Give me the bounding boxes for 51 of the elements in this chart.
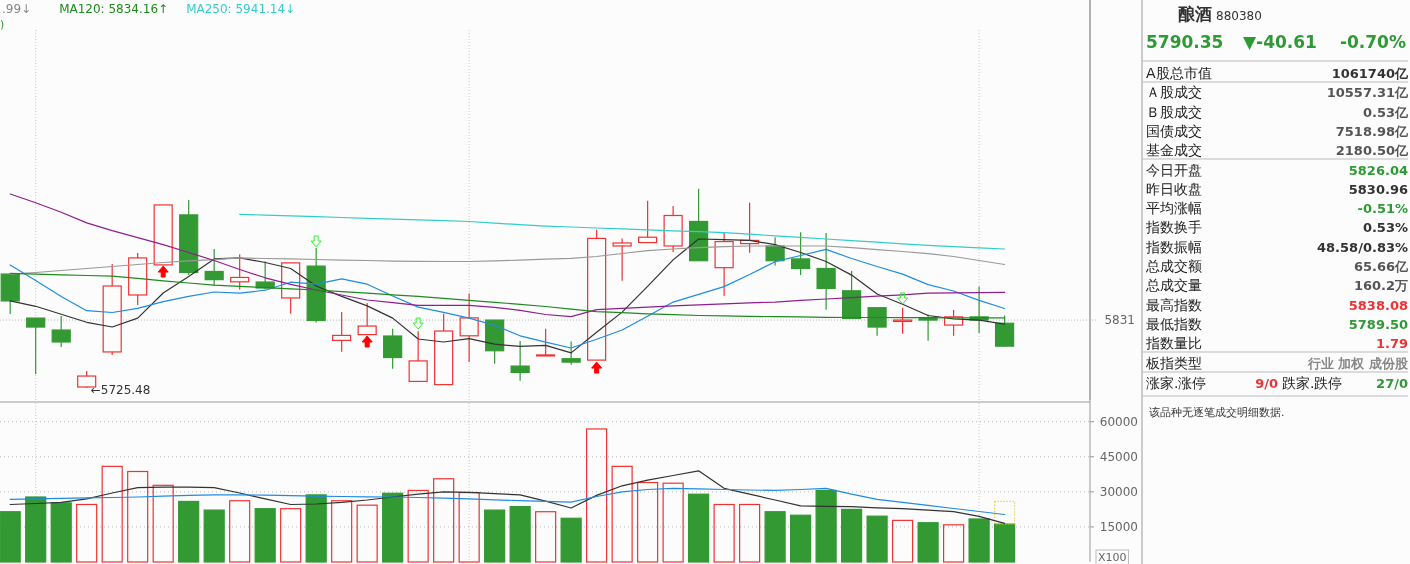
text: 5789.50 (1348, 316, 1408, 332)
category-label: 总成交额 (1145, 258, 1202, 274)
text: 0.53亿 (1362, 104, 1408, 120)
text: 1061740亿 (1331, 66, 1408, 81)
text: 160.2万 (1353, 278, 1408, 294)
y-tick-label: 60000 (1099, 414, 1138, 429)
category-label: 昨日收盘 (1146, 180, 1202, 197)
text: ▼-40.61 (1243, 32, 1317, 52)
text: 行业 加权 成份股 (1307, 355, 1408, 371)
category-label: 总成交量 (1145, 277, 1202, 294)
annotation: ←5725.48 (90, 383, 151, 397)
text: 27/0 (1376, 376, 1408, 391)
text: 1.79 (1375, 336, 1408, 352)
text: 9/0 (1255, 376, 1278, 391)
text: 7518.98亿 (1335, 123, 1408, 139)
category-label: 跌家.跌停 (1282, 375, 1343, 391)
category-label: 最高指数 (1146, 296, 1202, 313)
text: 65.66亿 (1353, 259, 1408, 274)
category-label: 基金成交 (1146, 142, 1202, 159)
y-tick-label: 30000 (1099, 484, 1138, 499)
category-label: 今日开盘 (1146, 161, 1202, 178)
text: 10557.31亿 (1326, 85, 1408, 101)
category-label: 涨家.涨停 (1146, 375, 1207, 391)
category-label: 指数振幅 (1145, 238, 1202, 255)
text: 5838.08 (1348, 297, 1408, 313)
text: 2180.50亿 (1335, 143, 1408, 159)
text: 该品种无逐笔成交明细数据. (1149, 406, 1285, 419)
text: 5790.35 (1146, 32, 1224, 52)
legend: .99↓ MA120: 5834.16↑ MA250: 5941.14↓ (2, 2, 296, 16)
category-label: 平均涨幅 (1146, 200, 1202, 217)
category-label: 指数量比 (1145, 335, 1202, 352)
text: 48.58/0.83% (1317, 239, 1408, 255)
text: ) (0, 18, 5, 31)
text: X100 (1098, 551, 1127, 564)
category-label: 国债成交 (1146, 122, 1202, 139)
y-tick-label: 15000 (1099, 519, 1138, 534)
category-label: A股总市值 (1146, 65, 1212, 81)
text: 5826.04 (1348, 162, 1408, 178)
category-label: Ｂ股成交 (1146, 103, 1202, 120)
text: 0.53% (1362, 220, 1408, 236)
text: 5830.96 (1348, 181, 1408, 197)
y-tick-label: 45000 (1099, 449, 1138, 464)
text: 酿酒 (1178, 4, 1212, 24)
text: 5831 (1104, 313, 1135, 328)
category-label: 板指类型 (1145, 354, 1202, 371)
text: 880380 (1216, 9, 1262, 23)
category-label: 指数换手 (1145, 219, 1202, 236)
text: -0.51% (1357, 201, 1408, 217)
text: -0.70% (1339, 32, 1406, 52)
category-label: 最低指数 (1146, 315, 1202, 332)
category-label: Ａ股成交 (1146, 84, 1202, 101)
